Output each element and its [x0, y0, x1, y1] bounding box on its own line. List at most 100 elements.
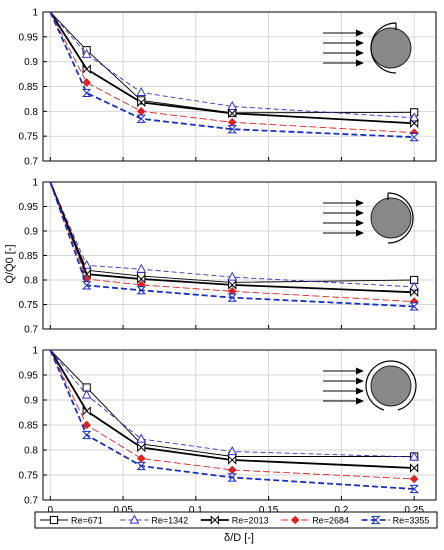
legend-label: Re=2013	[232, 516, 269, 526]
legend-marker	[129, 514, 140, 524]
data-point	[227, 465, 237, 475]
data-point	[228, 108, 237, 119]
data-point	[82, 269, 91, 279]
schematic-inset	[323, 360, 417, 411]
flow-arrow-head	[356, 397, 364, 405]
shield-shape	[365, 360, 417, 411]
data-point	[409, 451, 420, 461]
flow-arrow-head	[356, 29, 364, 37]
cylinder-shape	[370, 197, 412, 239]
legend-label: Re=3355	[393, 516, 430, 526]
flow-arrow-head	[356, 49, 364, 57]
flow-arrow-head	[356, 59, 364, 67]
x-tick-label: 0.2	[334, 505, 348, 516]
y-tick-label: 0.7	[24, 325, 38, 336]
legend-marker	[370, 515, 381, 525]
y-tick-label: 0.95	[19, 202, 39, 213]
legend-label: Re=671	[71, 516, 103, 526]
data-point	[409, 302, 419, 311]
y-tick-label: 0.8	[24, 446, 38, 457]
flow-arrow-head	[356, 219, 364, 227]
flow-arrow-head	[356, 367, 364, 375]
data-point	[136, 454, 146, 463]
data-point	[136, 263, 147, 273]
data-point	[82, 406, 91, 416]
y-tick-label: 0.75	[19, 300, 39, 311]
y-tick-label: 0.85	[19, 421, 39, 432]
series-line	[49, 349, 415, 480]
y-axis-label: Q̇/Q̇0 [-]	[3, 244, 16, 283]
data-point	[227, 100, 238, 110]
data-point	[409, 474, 419, 484]
data-point	[137, 97, 146, 108]
legend: Re=671 Re=1342 Re=2013 Re=2684 Re=3355	[34, 511, 438, 529]
schematic-inset	[323, 22, 412, 74]
data-point	[82, 420, 91, 430]
y-tick-label: 0.95	[19, 32, 39, 43]
shield-shape	[387, 192, 414, 244]
data-point	[81, 48, 92, 58]
data-point	[136, 114, 147, 123]
data-point	[409, 484, 419, 494]
data-point	[81, 389, 92, 399]
y-tick-label: 0.9	[24, 227, 38, 238]
data-point	[137, 274, 146, 284]
y-tick-label: 0.75	[19, 471, 39, 482]
data-point	[81, 281, 92, 290]
data-point	[227, 125, 238, 134]
data-point	[136, 87, 147, 97]
cylinder-shape	[370, 27, 412, 69]
y-tick-label: 0.95	[19, 371, 39, 382]
legend-box	[34, 511, 438, 529]
data-point	[82, 64, 91, 74]
y-tick-label: 0.85	[19, 82, 39, 93]
legend-marker	[290, 515, 300, 525]
x-tick-label: 0.25	[404, 505, 424, 516]
data-point	[409, 112, 420, 122]
y-tick-label: 0.9	[24, 57, 38, 68]
y-tick-label: 1	[32, 178, 38, 189]
data-point	[81, 88, 92, 98]
flow-arrow-head	[356, 387, 364, 395]
flow-arrow-head	[356, 209, 364, 217]
x-tick-label: 0.15	[259, 505, 279, 516]
cylinder-shape	[370, 365, 412, 407]
series-line	[49, 181, 415, 303]
y-tick-label: 0.75	[19, 132, 39, 143]
flow-arrow-head	[356, 229, 364, 237]
flow-arrow-head	[356, 199, 364, 207]
data-point	[227, 473, 238, 482]
y-tick-label: 0.8	[24, 276, 38, 287]
data-point	[409, 281, 420, 291]
legend-marker	[210, 515, 219, 525]
y-tick-label: 1	[32, 346, 38, 357]
x-axis-label: δ/D [-]	[224, 532, 254, 544]
data-point	[409, 133, 419, 142]
series-line	[49, 349, 415, 458]
data-point	[228, 455, 237, 465]
y-tick-label: 0.8	[24, 107, 38, 118]
data-point	[227, 117, 237, 127]
x-tick-label: 0.05	[113, 505, 133, 516]
legend-label: Re=2684	[312, 516, 349, 526]
data-point	[136, 433, 147, 443]
y-tick-label: 0.7	[24, 496, 38, 507]
legend-label: Re=1342	[151, 516, 188, 526]
y-tick-label: 0.7	[24, 157, 38, 168]
chart-panel: 0.7 0.75 0.8 0.85 0.9 0.95 1	[19, 8, 437, 168]
data-point	[228, 280, 237, 290]
schematic-inset	[323, 192, 414, 244]
shield-shape	[370, 22, 397, 74]
chart-panel: 0.7 0.75 0.8 0.85 0.9 0.95 1 0 0.05 0.1 0.15 0.2 0.2…	[19, 346, 437, 516]
data-point	[410, 118, 419, 129]
data-point	[136, 461, 147, 471]
chart-panel: 0.7 0.75 0.8 0.85 0.9 0.95 1	[19, 178, 437, 336]
data-point	[227, 446, 238, 456]
data-point	[136, 286, 147, 295]
y-tick-label: 1	[32, 8, 38, 19]
data-point	[227, 271, 238, 281]
flow-arrow-head	[356, 377, 364, 385]
panels: 0.70.750.80.850.90.9510.70.750.80.850.90…	[19, 8, 437, 516]
legend-marker	[49, 515, 59, 525]
